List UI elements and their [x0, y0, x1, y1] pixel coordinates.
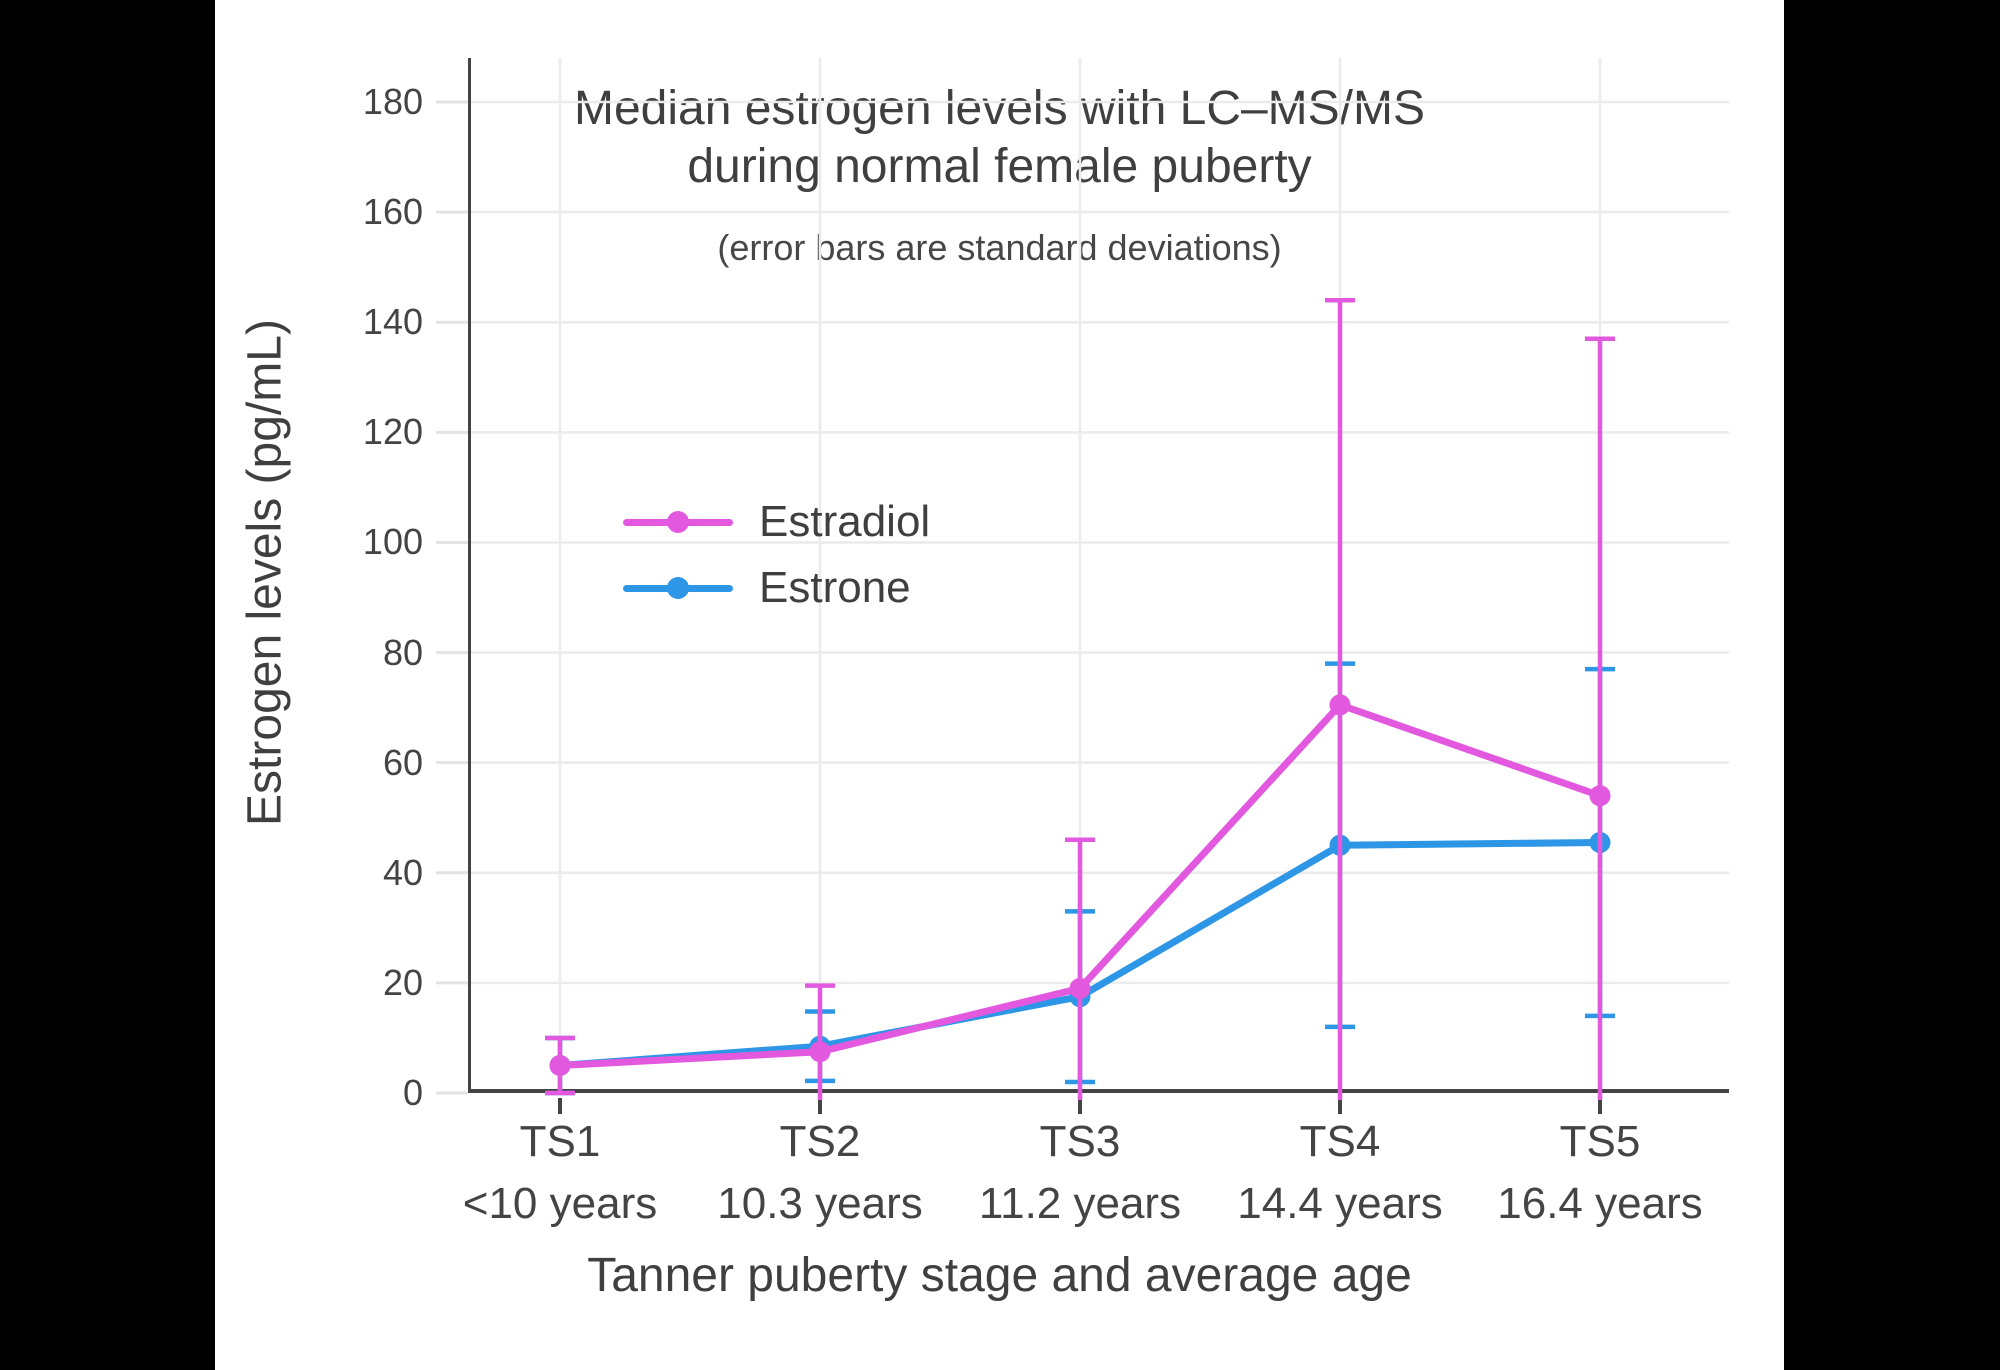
x-tick-age-TS1: <10 years — [462, 1179, 658, 1228]
y-tick-label-180: 180 — [362, 81, 423, 123]
x-tick-stage-TS4: TS4 — [1299, 1117, 1381, 1166]
estradiol-marker — [1589, 785, 1611, 807]
plot-svg — [436, 58, 1729, 1114]
estradiol-marker — [809, 1041, 831, 1063]
y-tick-label-0: 0 — [402, 1072, 423, 1113]
plot-area — [436, 58, 1729, 1114]
x-tick-stage-TS1: TS1 — [519, 1117, 601, 1166]
y-tick-label-100: 100 — [362, 521, 423, 563]
chart-canvas: Median estrogen levels with LC–MS/MS dur… — [215, 0, 1784, 1370]
estradiol-marker — [1329, 694, 1351, 716]
x-tick-age-TS5: 16.4 years — [1497, 1179, 1703, 1228]
y-tick-label-20: 20 — [382, 961, 423, 1003]
estradiol-marker — [549, 1054, 571, 1076]
legend-item-estradiol: Estradiol — [623, 497, 931, 546]
legend-item-estrone: Estrone — [623, 563, 930, 612]
y-tick-label-80: 80 — [382, 631, 423, 673]
y-tick-label-60: 60 — [382, 741, 423, 783]
x-tick-stage-TS2: TS2 — [779, 1117, 861, 1166]
legend-label-estradiol: Estradiol — [759, 497, 931, 546]
estradiol-legend-sample — [623, 499, 733, 545]
legend-label-estrone: Estrone — [759, 563, 911, 612]
x-tick-age-TS2: 10.3 years — [717, 1179, 923, 1228]
chart-title-line-2: during normal female puberty — [687, 140, 1312, 193]
y-tick-label-120: 120 — [362, 411, 423, 453]
chart-subtitle: (error bars are standard deviations) — [717, 227, 1282, 268]
estradiol-marker-icon — [667, 511, 689, 533]
estradiol-marker — [1069, 977, 1091, 999]
y-tick-label-140: 140 — [362, 301, 423, 343]
chart-title-line-1: Median estrogen levels with LC–MS/MS — [573, 82, 1426, 135]
y-tick-label-160: 160 — [362, 191, 423, 233]
estrone-marker-icon — [667, 577, 689, 599]
y-tick-label-40: 40 — [382, 851, 423, 893]
x-tick-stage-TS5: TS5 — [1559, 1117, 1641, 1166]
x-axis-title: Tanner puberty stage and average age — [587, 1249, 1412, 1302]
x-tick-age-TS3: 11.2 years — [978, 1179, 1182, 1228]
legend: Estradiol Estrone — [623, 497, 931, 612]
y-axis-title: Estrogen levels (pg/mL) — [238, 319, 292, 826]
estrone-legend-sample — [623, 565, 733, 611]
x-tick-age-TS4: 14.4 years — [1237, 1179, 1443, 1228]
x-tick-stage-TS3: TS3 — [1039, 1117, 1121, 1166]
